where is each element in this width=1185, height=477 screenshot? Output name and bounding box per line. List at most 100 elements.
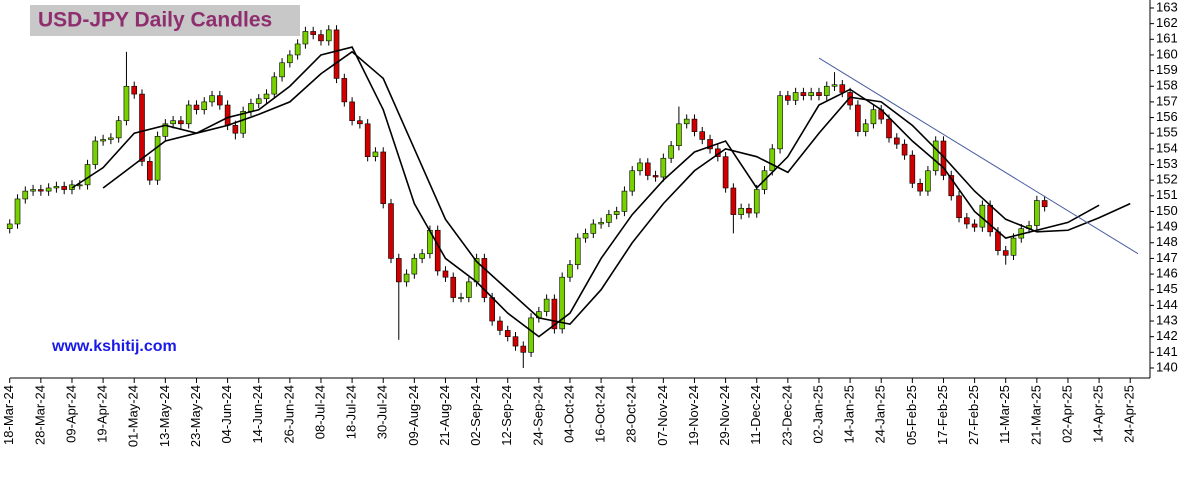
candle-body [287, 54, 293, 64]
x-tick-label: 28-Oct-24 [624, 385, 639, 443]
candle-body [792, 92, 799, 101]
x-tick-label: 08-Jul-24 [312, 385, 327, 439]
candle-body [154, 136, 161, 181]
y-tick-label: 163 [1156, 0, 1178, 14]
x-tick-label: 01-May-24 [126, 385, 141, 447]
candle-body [489, 297, 495, 322]
candle-body [559, 276, 565, 330]
candle-body [893, 137, 900, 145]
candle-body [248, 103, 254, 112]
candle-body [100, 139, 106, 142]
candle-body [746, 208, 752, 214]
candle-body [582, 233, 589, 239]
candle-body [333, 29, 340, 79]
x-tick-label: 24-Sep-24 [530, 385, 545, 446]
y-tick-label: 147 [1156, 250, 1178, 265]
candle-body [310, 31, 316, 35]
candle-body [738, 208, 744, 215]
candle-body [964, 217, 970, 225]
candle-body [956, 195, 962, 219]
y-tick-label: 145 [1156, 281, 1178, 296]
y-tick-label: 157 [1156, 93, 1178, 108]
candle-body [22, 190, 29, 200]
candle-body [753, 189, 760, 214]
y-tick-label: 162 [1156, 15, 1178, 30]
candle-body [84, 164, 91, 186]
x-tick-label: 17-Feb-25 [935, 385, 950, 445]
candle-body [808, 92, 814, 96]
candle-body [660, 157, 667, 178]
candle-body [481, 258, 488, 298]
candle-body [419, 253, 425, 259]
candle-body [574, 237, 581, 265]
x-tick-label: 02-Apr-25 [1059, 385, 1074, 443]
candle-body [217, 95, 223, 106]
candle-body [38, 189, 44, 192]
candle-body [318, 34, 324, 42]
candle-body [785, 95, 791, 101]
candle-body [816, 92, 822, 96]
candle-body [901, 143, 908, 156]
candle-body [240, 110, 246, 134]
y-tick-label: 141 [1156, 344, 1178, 359]
candle-body [497, 320, 503, 331]
candle-body [302, 31, 309, 45]
candle-body [209, 95, 215, 103]
candle-body [139, 93, 145, 162]
moving-average [71, 46, 1100, 338]
candle-body [325, 29, 332, 42]
title-box [30, 5, 300, 36]
candle-body [925, 170, 931, 192]
candle-body [668, 145, 674, 159]
y-tick-label: 153 [1156, 156, 1178, 171]
x-tick-label: 09-Aug-24 [406, 385, 421, 446]
candle-body [271, 76, 278, 95]
candle-body [123, 85, 130, 121]
candle-body [255, 98, 262, 104]
candle-body [676, 123, 682, 147]
candle-body [349, 101, 355, 121]
candle-body [115, 120, 122, 139]
candle-body [917, 182, 923, 192]
y-tick-label: 142 [1156, 328, 1178, 343]
x-tick-label: 26-Jun-24 [281, 385, 296, 444]
x-tick-label: 30-Jul-24 [375, 385, 390, 439]
y-tick-label: 159 [1156, 62, 1178, 77]
candle-body [621, 190, 628, 212]
candle-body [1002, 250, 1009, 256]
x-tick-label: 05-Feb-25 [904, 385, 919, 445]
candle-body [232, 125, 239, 134]
y-tick-label: 144 [1156, 297, 1178, 312]
x-tick-label: 19-Apr-24 [95, 385, 110, 443]
candle-body [341, 78, 348, 103]
candle-body [831, 84, 838, 87]
y-tick-label: 140 [1156, 359, 1178, 374]
candle-body [995, 231, 1001, 251]
candle-body [450, 276, 457, 298]
candle-body [644, 162, 651, 176]
candle-body [886, 118, 892, 139]
candle-body [294, 43, 301, 56]
y-tick-label: 146 [1156, 266, 1178, 281]
x-tick-label: 28-Mar-24 [32, 385, 47, 445]
x-tick-label: 02-Sep-24 [468, 385, 483, 446]
candle-body [707, 139, 713, 150]
x-tick-label: 23-Dec-24 [779, 385, 794, 446]
x-tick-label: 04-Oct-24 [561, 385, 576, 443]
candle-body [652, 175, 659, 178]
candle-body [372, 151, 379, 157]
annotation: www.kshitij.com [51, 338, 177, 355]
candle-body [30, 189, 36, 192]
candle-body [629, 170, 636, 192]
candle-body [862, 123, 869, 132]
candle-body [839, 84, 846, 93]
candle-body [637, 162, 643, 172]
x-tick-label: 27-Feb-25 [966, 385, 981, 445]
candle-body [543, 298, 550, 312]
candle-body [146, 161, 153, 181]
candle-body [823, 85, 830, 96]
y-tick-label: 148 [1156, 234, 1178, 249]
y-tick-label: 160 [1156, 46, 1178, 61]
candle-body [395, 258, 402, 283]
